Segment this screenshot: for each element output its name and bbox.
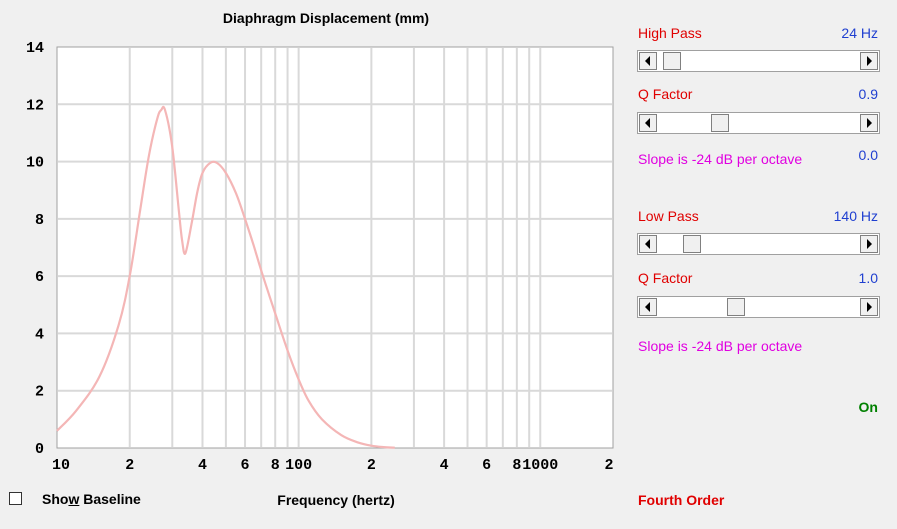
scroll-left-icon[interactable] xyxy=(639,52,657,70)
low-q-scrollbar[interactable] xyxy=(637,296,880,318)
y-tick-label: 4 xyxy=(35,326,44,343)
high-pass-slider-thumb[interactable] xyxy=(662,52,681,70)
filter-status: On xyxy=(858,399,878,415)
low-pass-value: 140 Hz xyxy=(833,208,878,224)
y-tick-label: 6 xyxy=(35,269,44,286)
low-q-slider-thumb[interactable] xyxy=(727,298,746,316)
high-q-label: Q Factor xyxy=(638,86,693,102)
low-pass-scrollbar[interactable] xyxy=(637,233,880,255)
x-tick-label: 8 xyxy=(271,457,280,474)
high-q-scrollbar[interactable] xyxy=(637,112,880,134)
x-tick-label: 1000 xyxy=(522,457,558,474)
x-tick-label: 10 xyxy=(52,457,70,474)
chart-title: Diaphragm Displacement (mm) xyxy=(223,10,429,26)
y-tick-label: 0 xyxy=(35,441,44,458)
low-pass-slider-thumb[interactable] xyxy=(682,235,701,253)
high-pass-value: 24 Hz xyxy=(841,25,878,41)
x-tick-label: 4 xyxy=(198,457,207,474)
high-q-slider-thumb[interactable] xyxy=(710,114,729,132)
show-baseline-label[interactable]: Show Baseline xyxy=(42,491,141,507)
baseline-label-accelerator: w xyxy=(68,491,80,507)
y-tick-label: 12 xyxy=(26,97,44,114)
scroll-left-icon[interactable] xyxy=(639,114,657,132)
high-q-value: 0.9 xyxy=(858,86,878,102)
x-tick-label: 2 xyxy=(367,457,376,474)
x-axis-label: Frequency (hertz) xyxy=(277,492,394,508)
baseline-label-prefix: Sho xyxy=(42,491,69,507)
plot-area xyxy=(56,46,614,449)
x-tick-label: 8 xyxy=(512,457,521,474)
displacement-chart: Diaphragm Displacement (mm) 14121086420 … xyxy=(26,10,614,508)
scroll-left-icon[interactable] xyxy=(639,298,657,316)
x-tick-label: 2 xyxy=(125,457,134,474)
y-tick-label: 2 xyxy=(35,384,44,401)
low-q-value: 1.0 xyxy=(858,270,878,286)
displacement-curve xyxy=(56,105,395,449)
baseline-label-suffix: Baseline xyxy=(79,491,141,507)
y-axis-ticks: 14 12 10 8 6 4 2 0 xyxy=(26,40,44,458)
scroll-right-icon[interactable] xyxy=(860,235,878,253)
scroll-right-icon[interactable] xyxy=(860,114,878,132)
x-tick-label: 6 xyxy=(482,457,491,474)
y-tick-label: 10 xyxy=(26,155,44,172)
low-q-label: Q Factor xyxy=(638,270,693,286)
y-tick-label: 8 xyxy=(35,212,44,229)
x-tick-label: 4 xyxy=(440,457,449,474)
scroll-left-icon[interactable] xyxy=(639,235,657,253)
high-slope-text: Slope is -24 dB per octave xyxy=(638,151,803,167)
gridlines xyxy=(58,48,612,447)
x-tick-label: 2 xyxy=(604,457,613,474)
x-tick-label: 6 xyxy=(241,457,250,474)
scroll-right-icon[interactable] xyxy=(860,298,878,316)
scroll-right-icon[interactable] xyxy=(860,52,878,70)
y-tick-label: 14 xyxy=(26,40,44,57)
high-pass-scrollbar[interactable] xyxy=(637,50,880,72)
low-pass-label: Low Pass xyxy=(638,208,699,224)
high-slope-value: 0.0 xyxy=(858,147,878,163)
x-axis-ticks: 10 2 4 6 8 100 2 4 6 8 1000 2 xyxy=(52,457,614,474)
high-pass-label: High Pass xyxy=(638,25,702,41)
low-slope-text: Slope is -24 dB per octave xyxy=(638,338,803,354)
filter-order: Fourth Order xyxy=(638,492,725,508)
x-tick-label: 100 xyxy=(285,457,312,474)
show-baseline-checkbox[interactable] xyxy=(9,492,22,505)
